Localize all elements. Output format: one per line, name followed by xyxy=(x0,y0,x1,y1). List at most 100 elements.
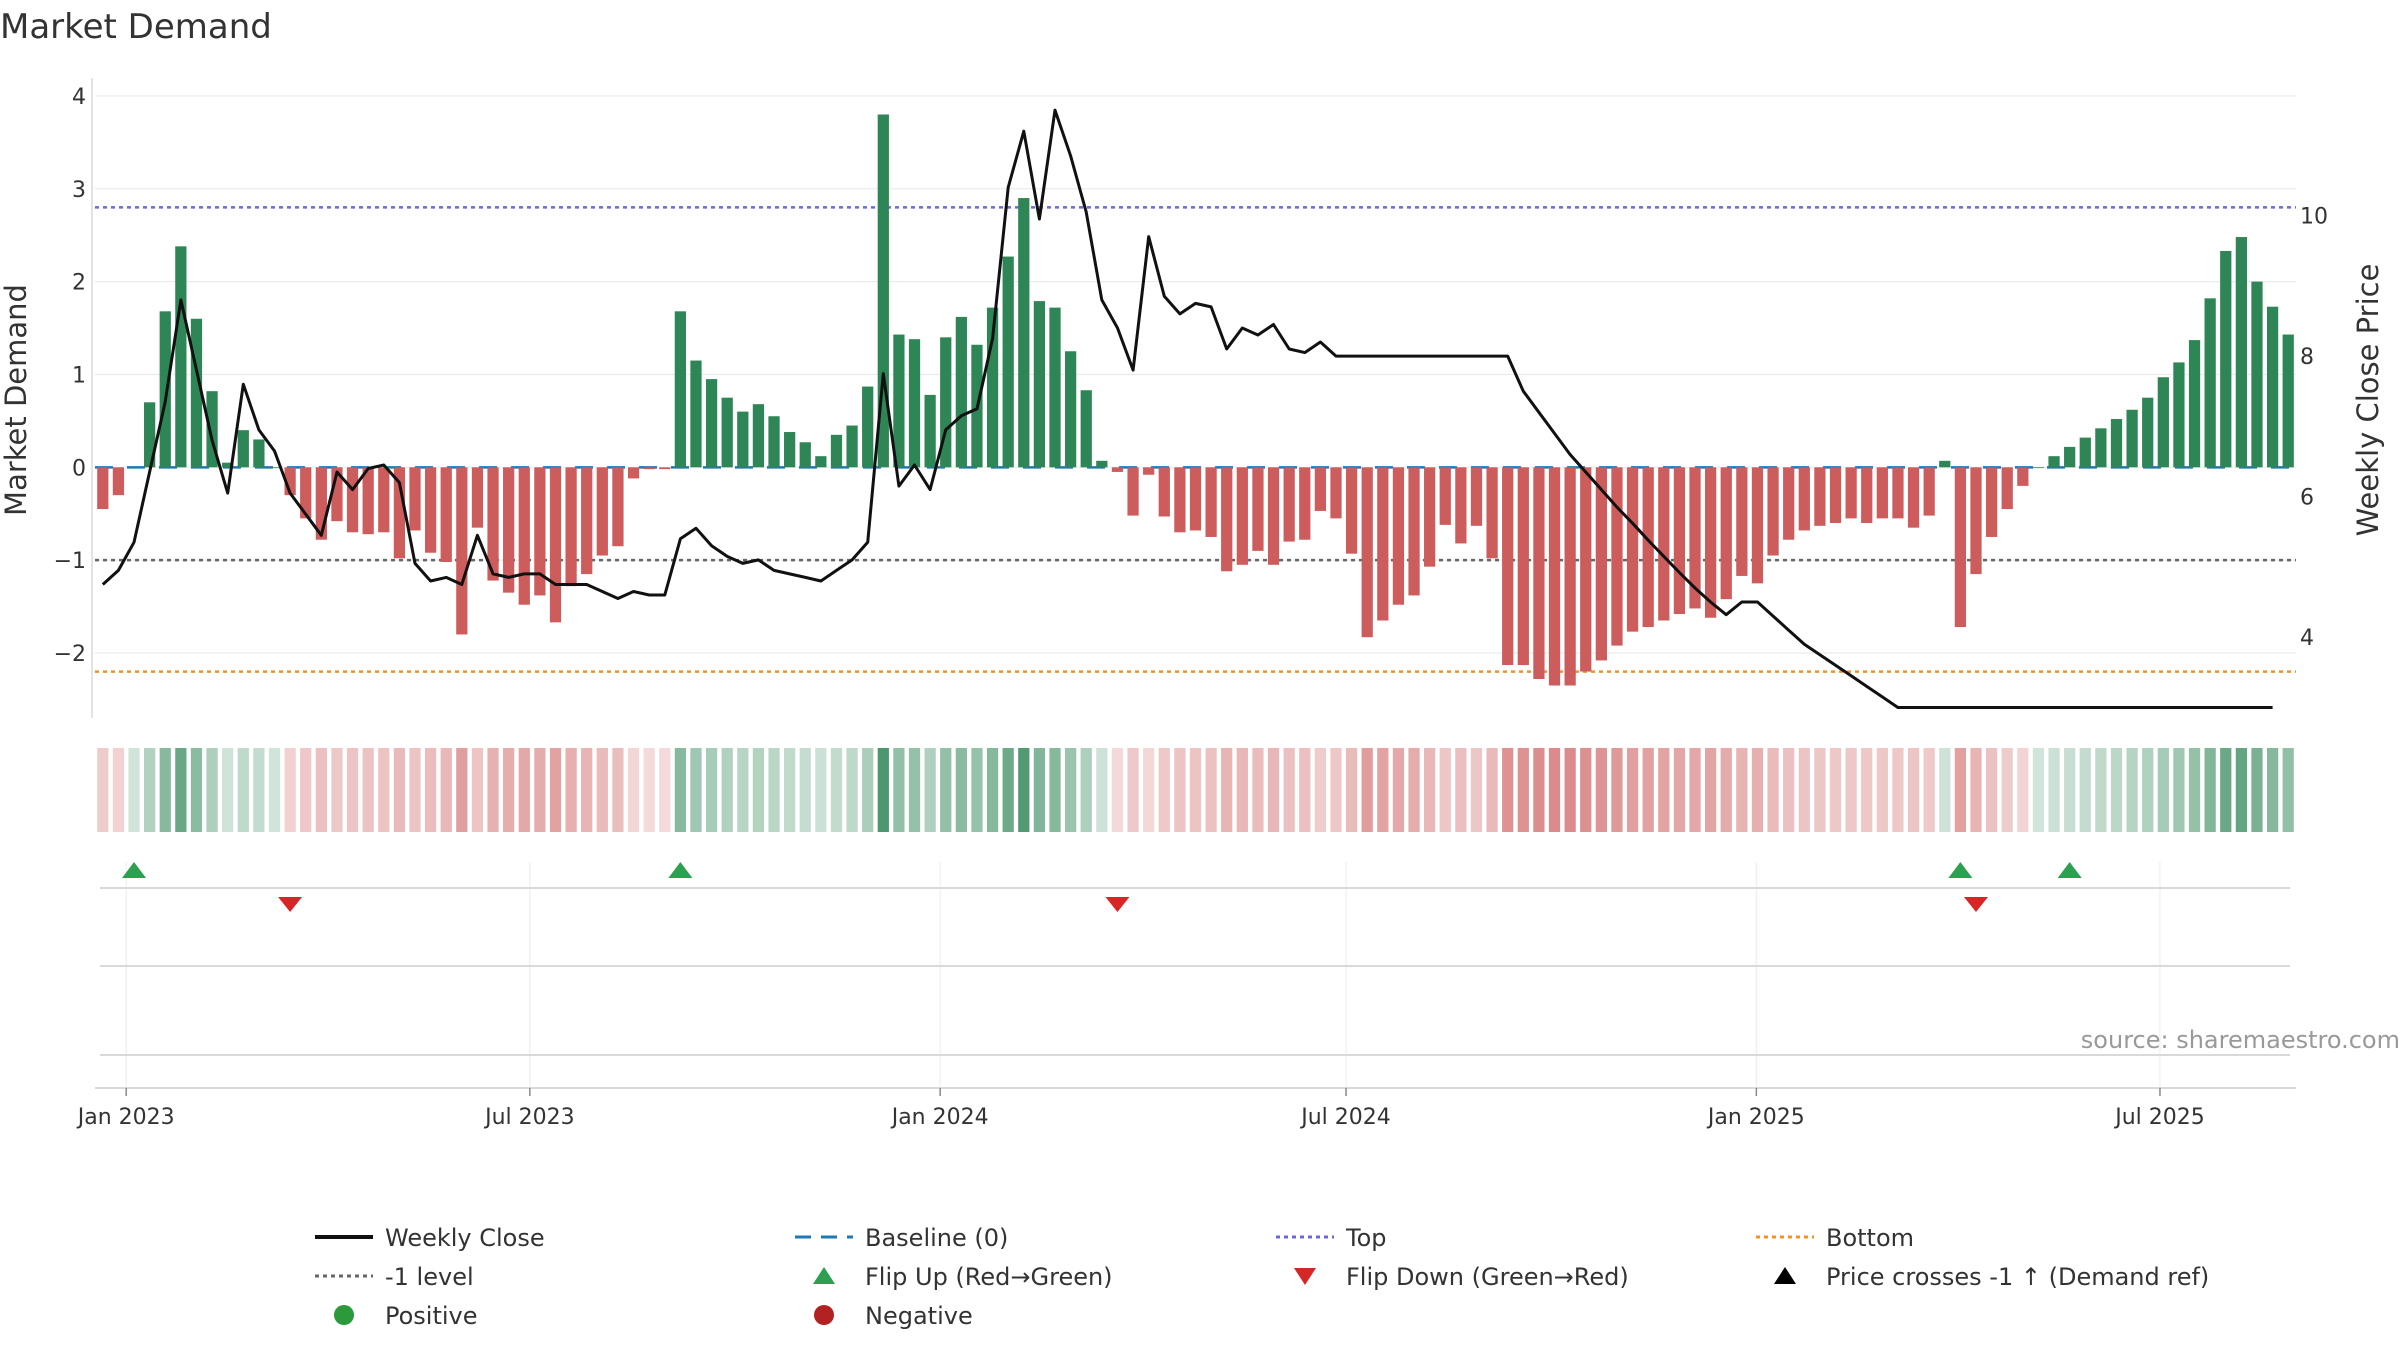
heat-cell xyxy=(2251,748,2263,832)
heat-cell xyxy=(1767,748,1779,832)
heat-cell xyxy=(128,748,140,832)
demand-bar xyxy=(1705,467,1717,618)
demand-bar xyxy=(2266,306,2279,468)
heat-cell xyxy=(1611,748,1623,832)
demand-bar xyxy=(409,467,421,531)
demand-bar xyxy=(1252,467,1264,551)
demand-bar xyxy=(627,467,640,479)
heat-cell xyxy=(534,748,546,832)
heat-cell xyxy=(752,748,765,832)
heat-cell xyxy=(315,748,327,832)
demand-bar xyxy=(2282,334,2294,468)
heat-cell xyxy=(331,748,343,832)
heat-cell xyxy=(2157,748,2169,832)
heat-cell xyxy=(2220,748,2232,832)
heat-cell xyxy=(503,748,515,832)
legend-label: Price crosses -1 ↑ (Demand ref) xyxy=(1826,1263,2209,1291)
legend-swatch xyxy=(814,1305,834,1325)
x-tick-label: Jan 2023 xyxy=(76,1105,175,1130)
heat-cell xyxy=(674,748,686,832)
demand-bar xyxy=(2110,419,2123,468)
heat-cell xyxy=(1970,748,1982,832)
demand-bar xyxy=(1018,198,1030,468)
demand-bar xyxy=(362,467,374,535)
demand-bar xyxy=(1221,467,1233,572)
demand-bar xyxy=(674,311,686,468)
heat-cell xyxy=(2126,748,2138,832)
demand-bar xyxy=(1736,467,1748,576)
heat-cell xyxy=(893,748,905,832)
demand-bar xyxy=(1517,467,1529,666)
heat-cell xyxy=(1439,748,1451,832)
heat-cell xyxy=(581,748,593,832)
heat-cell xyxy=(2282,748,2294,832)
heat-cell xyxy=(1392,748,1405,832)
flip-down-marker xyxy=(1105,897,1130,912)
heat-cell xyxy=(1954,748,1967,832)
heat-cell xyxy=(1783,748,1795,832)
legend-label: Flip Down (Green→Red) xyxy=(1346,1263,1629,1291)
heat-cell xyxy=(799,748,811,832)
demand-bar xyxy=(2048,456,2060,468)
heat-cell xyxy=(2235,748,2247,832)
y-tick-label: 4 xyxy=(72,85,86,110)
heat-cell xyxy=(1658,748,1670,832)
demand-bar xyxy=(1595,467,1607,661)
demand-bar xyxy=(2142,397,2154,468)
demand-bar xyxy=(440,467,452,563)
heat-cell xyxy=(1533,748,1545,832)
heat-cell xyxy=(1033,748,1046,832)
heat-cell xyxy=(940,748,952,832)
demand-bar xyxy=(1642,467,1654,628)
demand-bar xyxy=(1954,467,1967,628)
heat-cell xyxy=(1673,748,1686,832)
demand-bar xyxy=(830,434,843,468)
y2-tick-label: 4 xyxy=(2300,626,2314,651)
demand-bar xyxy=(503,467,515,593)
heat-cell xyxy=(596,748,608,832)
heat-cell xyxy=(159,748,171,832)
heat-cell xyxy=(549,748,562,832)
demand-bar xyxy=(1408,467,1420,596)
heat-cell xyxy=(1205,748,1217,832)
heat-cell xyxy=(2017,748,2029,832)
heat-cell xyxy=(1564,748,1576,832)
heat-cell xyxy=(362,748,374,832)
heat-cell xyxy=(737,748,749,832)
heat-cell xyxy=(1111,748,1124,832)
demand-bar xyxy=(1939,460,1951,468)
heat-cell xyxy=(612,748,624,832)
heat-cell xyxy=(1143,748,1155,832)
y2-tick-label: 8 xyxy=(2300,345,2314,370)
heat-cell xyxy=(97,748,109,832)
legend-label: Flip Up (Red→Green) xyxy=(865,1263,1113,1291)
heat-cell xyxy=(471,748,484,832)
heat-cell xyxy=(1002,748,1014,832)
heat-cell xyxy=(2095,748,2107,832)
demand-bar xyxy=(1970,467,1982,575)
heat-cell xyxy=(1377,748,1389,832)
demand-bar xyxy=(1626,467,1639,632)
demand-bar xyxy=(1455,467,1467,544)
heat-cell xyxy=(1174,748,1186,832)
demand-bar xyxy=(2173,362,2185,468)
heat-cell xyxy=(1517,748,1529,832)
demand-bar xyxy=(908,339,921,468)
heat-cell xyxy=(300,748,312,832)
weekly-close-line xyxy=(101,108,2273,709)
heat-cell xyxy=(1330,748,1342,832)
legend: Weekly Close Baseline (0) Top Bottom -1 leve… xyxy=(315,1224,2209,1330)
demand-bar xyxy=(268,467,281,469)
heat-cell xyxy=(1189,748,1202,832)
legend-label: Baseline (0) xyxy=(865,1224,1008,1252)
x-axis-ticks: Jan 2023 Jul 2023 Jan 2024 Jul 2024 Jan 2025… xyxy=(76,1088,2205,1130)
heat-cell xyxy=(1705,748,1717,832)
demand-bar xyxy=(1127,467,1139,516)
source-note: source: sharemaestro.com xyxy=(2081,1026,2400,1054)
demand-bar xyxy=(737,411,749,468)
legend-swatch xyxy=(334,1305,354,1325)
heat-cell xyxy=(1283,748,1295,832)
heat-cell xyxy=(846,748,858,832)
demand-bar xyxy=(1392,467,1405,605)
